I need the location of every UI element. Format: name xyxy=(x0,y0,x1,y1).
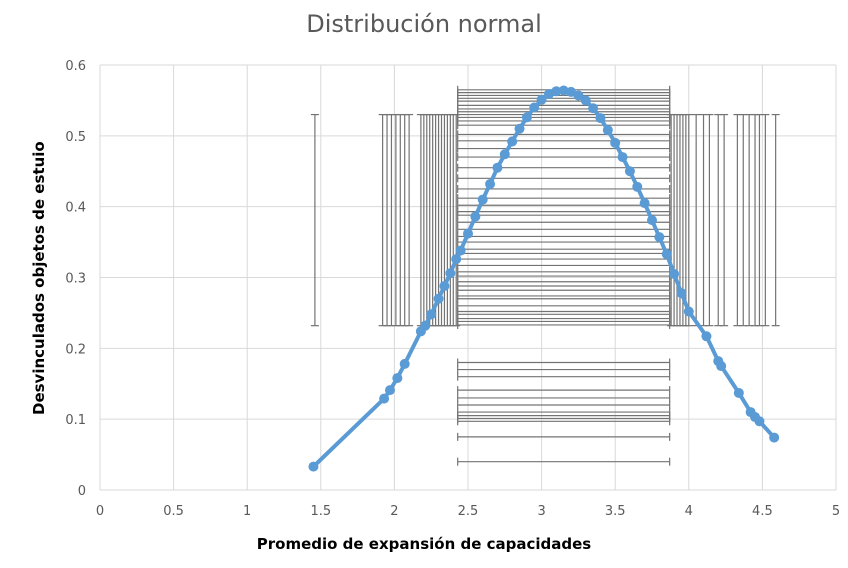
data-point xyxy=(580,95,591,106)
data-point xyxy=(754,416,765,427)
x-tick-label: 3.5 xyxy=(605,504,626,519)
error-bars xyxy=(310,85,780,466)
y-tick-label: 0.1 xyxy=(65,413,86,428)
axis-labels: 0 0.5 1 1.5 2 2.5 3 3.5 4 4.5 5 0 0.1 0.2 0.3 0.4 0.5 0.6 xyxy=(65,59,840,519)
data-point xyxy=(470,211,481,222)
data-point xyxy=(384,385,395,396)
data-point xyxy=(426,309,437,320)
data-point xyxy=(379,393,390,404)
data-point xyxy=(769,432,780,443)
data-point xyxy=(433,293,444,304)
y-tick-label: 0.4 xyxy=(65,201,86,216)
data-point xyxy=(485,179,496,189)
x-tick-label: 5 xyxy=(832,504,840,519)
data-point xyxy=(455,245,466,256)
data-point xyxy=(588,103,599,114)
x-tick-label: 2.5 xyxy=(458,504,479,519)
x-tick-label: 0 xyxy=(96,504,104,519)
data-point xyxy=(669,268,680,279)
data-point xyxy=(639,198,650,209)
data-point xyxy=(624,166,635,177)
data-point xyxy=(661,249,672,260)
x-tick-label: 4 xyxy=(685,504,693,519)
x-tick-label: 3 xyxy=(537,504,545,519)
data-point xyxy=(514,123,525,134)
data-point xyxy=(676,288,687,299)
data-point xyxy=(654,232,665,243)
y-tick-label: 0.5 xyxy=(65,130,86,145)
x-axis-title: Promedio de expansión de capacidades xyxy=(256,535,592,553)
data-point xyxy=(308,461,319,472)
data-point xyxy=(610,137,621,148)
data-point xyxy=(701,331,712,342)
data-point xyxy=(399,358,410,369)
data-point xyxy=(439,281,450,291)
data-point xyxy=(521,112,532,123)
data-point xyxy=(683,306,694,317)
data-point xyxy=(499,149,510,160)
data-point xyxy=(716,361,727,372)
chart-title: Distribución normal xyxy=(306,10,542,38)
data-point xyxy=(733,387,744,398)
y-tick-label: 0.6 xyxy=(65,59,86,74)
data-point xyxy=(647,215,657,226)
x-tick-label: 1 xyxy=(243,504,251,519)
data-point xyxy=(551,86,562,97)
data-point xyxy=(451,254,462,265)
data-point xyxy=(492,162,503,173)
data-point xyxy=(617,152,628,163)
data-point xyxy=(445,268,456,279)
y-tick-label: 0.3 xyxy=(65,272,86,287)
x-tick-label: 4.5 xyxy=(752,504,773,519)
data-point xyxy=(507,136,518,147)
x-tick-label: 2 xyxy=(390,504,398,519)
data-point xyxy=(529,102,540,113)
data-point xyxy=(477,194,488,205)
x-tick-label: 0.5 xyxy=(163,504,184,519)
y-tick-label: 0 xyxy=(78,484,86,499)
grid-lines xyxy=(99,64,837,491)
data-point xyxy=(573,90,584,101)
data-series xyxy=(308,85,780,472)
data-point xyxy=(595,113,606,124)
data-point xyxy=(632,181,643,192)
data-point xyxy=(463,228,473,239)
y-tick-label: 0.2 xyxy=(65,342,86,357)
data-point xyxy=(602,125,613,136)
data-point xyxy=(536,94,547,105)
data-point xyxy=(392,373,403,384)
x-tick-label: 1.5 xyxy=(310,504,331,519)
data-point xyxy=(420,320,431,331)
